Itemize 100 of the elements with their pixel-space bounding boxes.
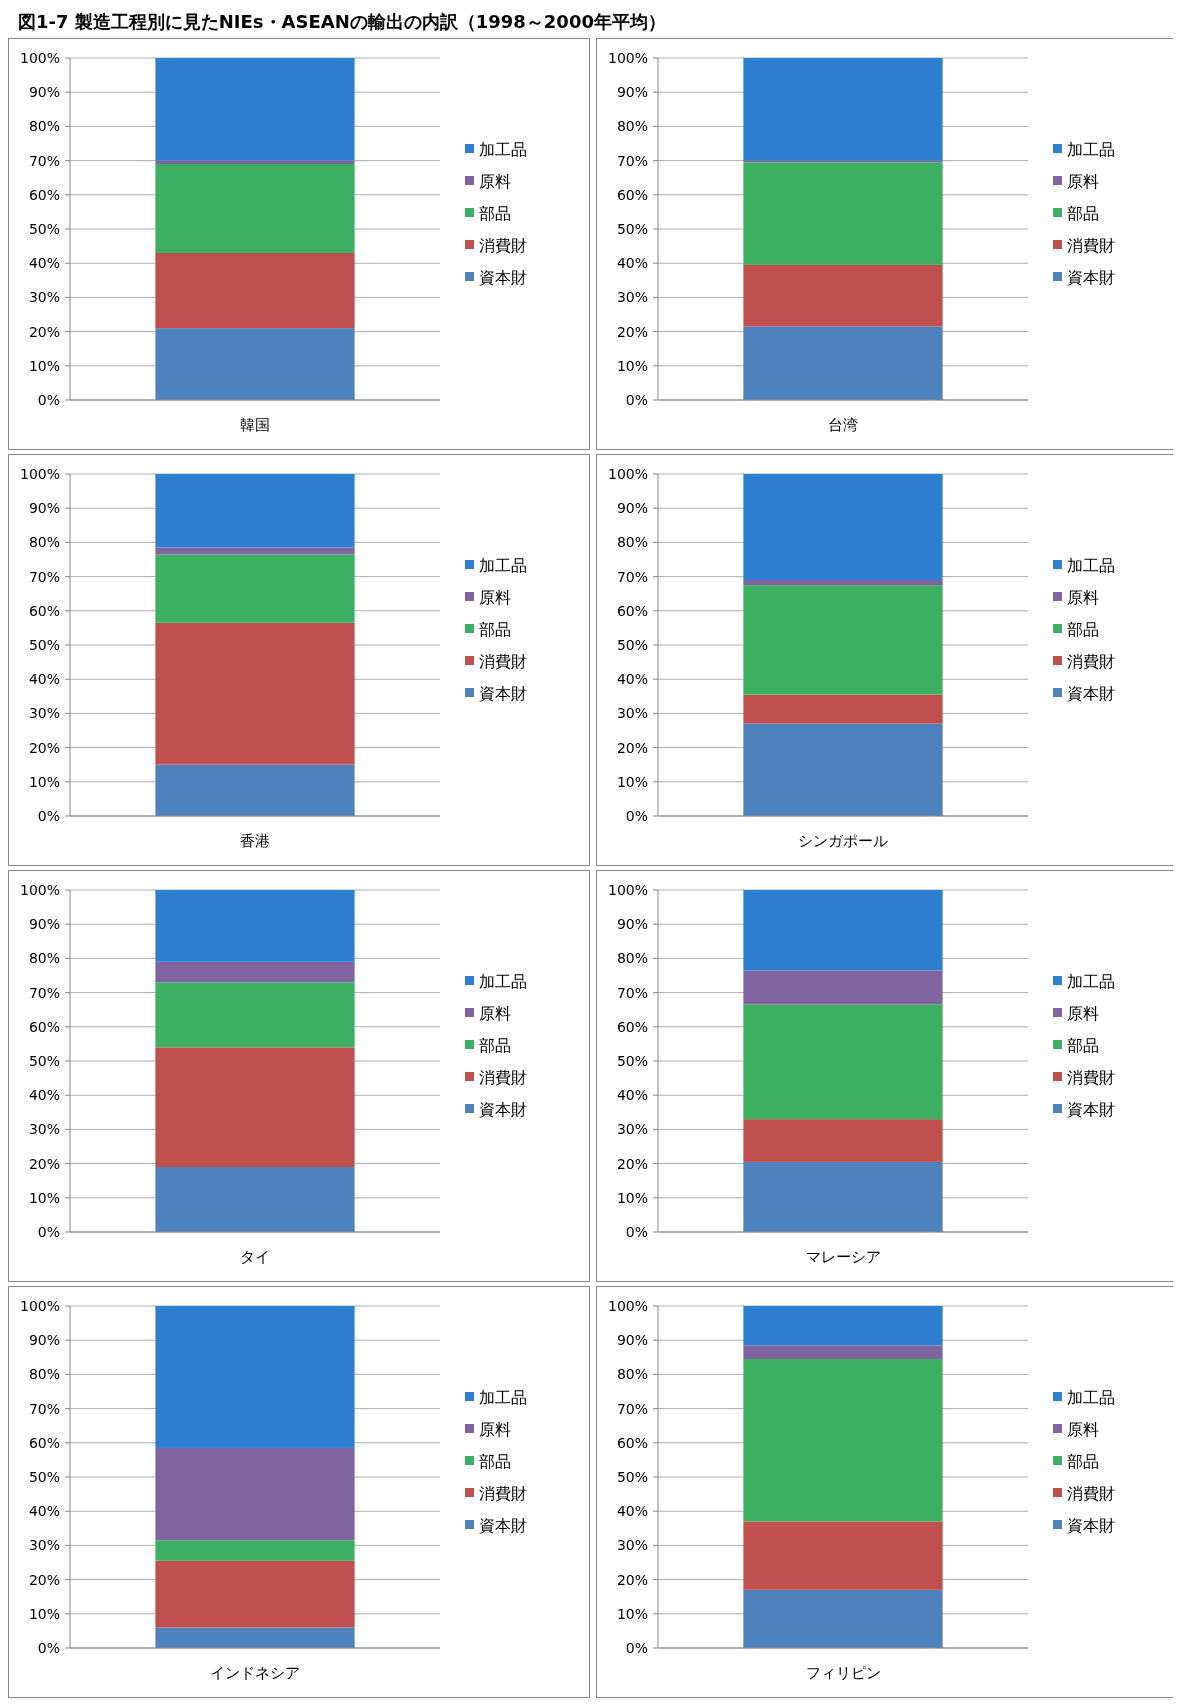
legend-label: 部品 xyxy=(479,1035,511,1055)
legend-label: 原料 xyxy=(479,1419,511,1439)
y-tick-label: 60% xyxy=(616,186,648,203)
y-tick-label: 20% xyxy=(28,739,60,756)
y-tick-label: 10% xyxy=(28,1605,60,1622)
y-tick-label: 70% xyxy=(28,152,60,169)
bar xyxy=(743,1521,943,1590)
bar xyxy=(743,326,943,400)
y-tick-label: 60% xyxy=(28,1018,60,1035)
y-tick-label: 80% xyxy=(616,1366,648,1383)
legend-label: 原料 xyxy=(1067,587,1099,607)
bar xyxy=(743,1345,943,1360)
x-tick-label: タイ xyxy=(240,1248,270,1266)
y-tick-label: 0% xyxy=(37,1639,60,1656)
legend-label: 消費財 xyxy=(1067,235,1115,255)
legend-label: 部品 xyxy=(1067,1035,1099,1055)
y-tick-label: 40% xyxy=(28,671,60,688)
y-tick-label: 30% xyxy=(28,1537,60,1554)
y-tick-label: 20% xyxy=(616,1571,648,1588)
y-tick-label: 50% xyxy=(616,220,648,237)
bar xyxy=(743,162,943,265)
legend-label: 加工品 xyxy=(479,555,527,575)
legend-label: 加工品 xyxy=(1067,1387,1115,1407)
bar xyxy=(743,264,943,327)
y-tick-label: 100% xyxy=(607,465,648,482)
x-tick-label: シンガポール xyxy=(798,832,888,850)
legend-label: 加工品 xyxy=(479,1387,527,1407)
bar xyxy=(155,982,355,1048)
y-tick-label: 0% xyxy=(625,1223,648,1240)
y-tick-label: 20% xyxy=(28,1155,60,1172)
y-tick-label: 10% xyxy=(28,773,60,790)
y-tick-label: 40% xyxy=(616,1503,648,1520)
legend-label: 部品 xyxy=(1067,203,1099,223)
legend-label: 原料 xyxy=(479,587,511,607)
bar xyxy=(155,961,355,983)
y-tick-label: 30% xyxy=(28,289,60,306)
legend-label: 部品 xyxy=(1067,1451,1099,1471)
y-tick-label: 70% xyxy=(616,568,648,585)
legend-label: 消費財 xyxy=(1067,1483,1115,1503)
y-tick-label: 0% xyxy=(37,1223,60,1240)
y-tick-label: 80% xyxy=(28,534,60,551)
legend-label: 消費財 xyxy=(1067,651,1115,671)
y-tick-label: 20% xyxy=(28,1571,60,1588)
y-tick-label: 50% xyxy=(28,1052,60,1069)
bar xyxy=(743,58,943,161)
y-tick-label: 90% xyxy=(28,500,60,517)
legend-label: 資本財 xyxy=(479,267,527,287)
legend-label: 資本財 xyxy=(1067,683,1115,703)
bar xyxy=(155,474,355,548)
bar xyxy=(155,1306,355,1448)
legend-label: 部品 xyxy=(1067,619,1099,639)
bar xyxy=(155,252,355,329)
legend-label: 加工品 xyxy=(479,139,527,159)
legend-label: 消費財 xyxy=(479,1067,527,1087)
legend-label: 加工品 xyxy=(479,971,527,991)
y-tick-label: 0% xyxy=(625,391,648,408)
y-tick-label: 60% xyxy=(28,1434,60,1451)
y-tick-label: 90% xyxy=(28,84,60,101)
legend-label: 原料 xyxy=(1067,1003,1099,1023)
y-tick-label: 0% xyxy=(37,807,60,824)
bar xyxy=(743,580,943,586)
y-tick-label: 100% xyxy=(19,49,60,66)
y-tick-label: 100% xyxy=(19,465,60,482)
chart-title: 図1-7 製造工程別に見たNIEs・ASEANの輸出の内訳（1998～2000年平均） xyxy=(18,11,666,32)
y-tick-label: 10% xyxy=(616,1189,648,1206)
y-tick-label: 0% xyxy=(625,807,648,824)
y-tick-label: 0% xyxy=(37,391,60,408)
y-tick-label: 70% xyxy=(616,152,648,169)
y-tick-label: 90% xyxy=(616,500,648,517)
x-tick-label: 台湾 xyxy=(828,416,858,434)
bar xyxy=(743,1004,943,1120)
x-tick-label: 韓国 xyxy=(240,416,270,434)
y-tick-label: 70% xyxy=(616,984,648,1001)
legend-label: 加工品 xyxy=(1067,139,1115,159)
y-tick-label: 60% xyxy=(28,602,60,619)
bar xyxy=(155,1047,355,1168)
bar xyxy=(743,1119,943,1162)
y-tick-label: 90% xyxy=(28,916,60,933)
y-tick-label: 40% xyxy=(28,1503,60,1520)
legend-label: 原料 xyxy=(479,171,511,191)
y-tick-label: 10% xyxy=(616,1605,648,1622)
bar xyxy=(743,1161,943,1232)
legend-label: 消費財 xyxy=(479,235,527,255)
bar xyxy=(743,585,943,695)
legend-label: 資本財 xyxy=(479,1099,527,1119)
y-tick-label: 10% xyxy=(616,357,648,374)
y-tick-label: 50% xyxy=(28,636,60,653)
y-tick-label: 30% xyxy=(616,1537,648,1554)
bar xyxy=(743,474,943,581)
x-tick-label: 香港 xyxy=(240,832,270,850)
y-tick-label: 80% xyxy=(616,118,648,135)
y-tick-label: 60% xyxy=(616,1434,648,1451)
legend-label: 資本財 xyxy=(479,1515,527,1535)
y-tick-label: 10% xyxy=(616,773,648,790)
y-tick-label: 100% xyxy=(607,49,648,66)
legend-label: 消費財 xyxy=(479,651,527,671)
bar xyxy=(743,723,943,816)
y-tick-label: 100% xyxy=(19,881,60,898)
bar xyxy=(155,764,355,816)
y-tick-label: 70% xyxy=(28,1400,60,1417)
